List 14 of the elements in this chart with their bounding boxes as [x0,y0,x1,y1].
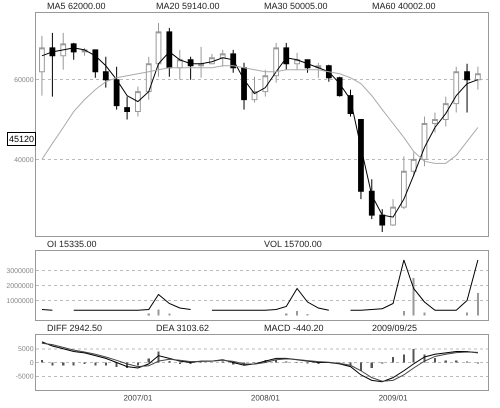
x-tick-label: 2007/01 [123,394,153,403]
x-tick-label: 2008/01 [250,394,280,403]
text: MA30 50005.00 [264,1,328,11]
text: OI 15335.00 [47,239,97,249]
x-tick-label: 2009/01 [378,394,408,403]
text: 2009/09/25 [372,323,418,333]
text: DIFF 2942.50 [47,323,102,333]
text: MA20 59140.00 [156,1,220,11]
text: VOL 15700.00 [264,239,322,249]
annotation: 45120 [9,134,34,144]
text: DEA 3103.62 [156,323,210,333]
text: MA5 62000.00 [47,1,106,11]
text: MA60 40002.00 [372,1,436,11]
text: MACD -440.20 [264,323,324,333]
